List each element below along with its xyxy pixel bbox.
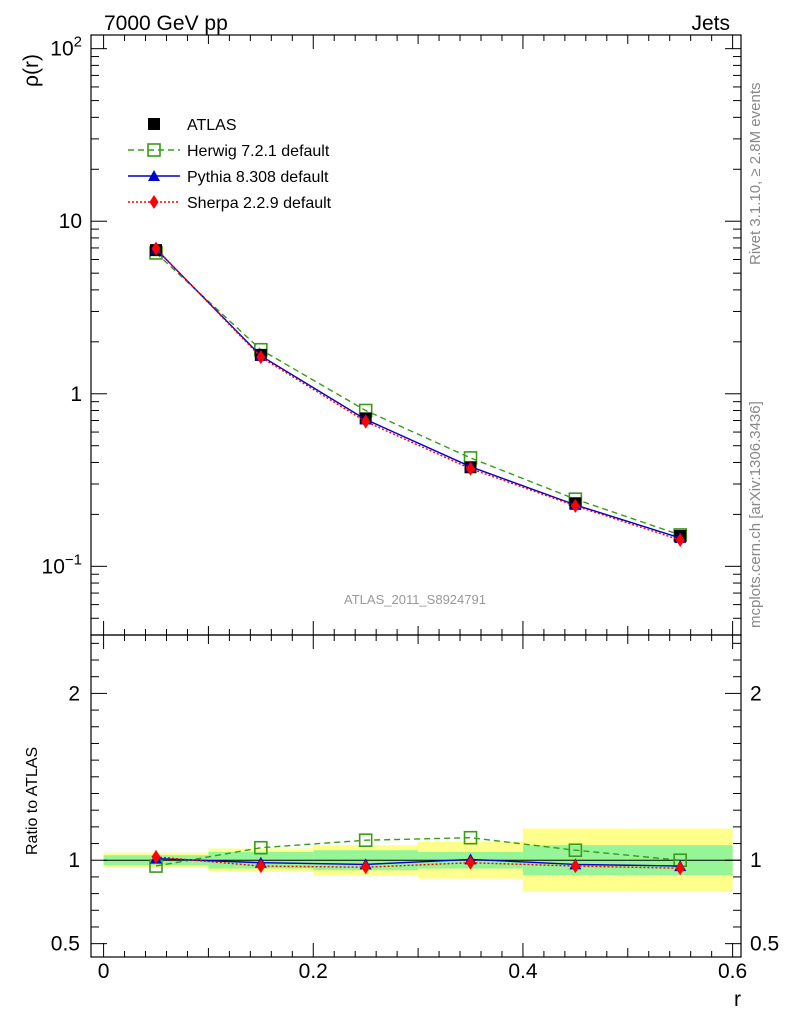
x-tick-label: 0 [98, 960, 110, 983]
legend-marker-atlas [148, 118, 160, 130]
legend-marker-sherpa [149, 195, 159, 209]
ratio-herwig-point [463, 830, 478, 845]
legend-marker-pythia [148, 170, 160, 181]
ratio-herwig-point [568, 843, 583, 858]
sherpa-data-point [256, 350, 266, 365]
main-y-axis-label: ρ(r) [20, 54, 43, 87]
ratio-y-tick-label: 2 [68, 682, 80, 705]
rivet-version-text: Rivet 3.1.10, ≥ 2.8M events [747, 83, 764, 266]
main-series [149, 241, 687, 548]
x-tick-label: 0.2 [299, 960, 328, 983]
legend-marker-herwig [147, 143, 161, 157]
ratio-y-tick-label-right: 0.5 [750, 933, 779, 956]
herwig-series-line [155, 252, 681, 536]
legend-label-atlas: ATLAS [187, 117, 237, 134]
sherpa-data-point [570, 498, 580, 513]
main-y-tick-label: 10 [59, 210, 82, 233]
sherpa-data-point [675, 533, 685, 548]
ratio-herwig-line [155, 837, 681, 867]
sherpa-series-line [155, 248, 681, 541]
ratio-y-tick-label: 0.5 [51, 933, 80, 956]
analysis-watermark: ATLAS_2011_S8924791 [344, 592, 486, 607]
ratio-sherpa-point [361, 860, 371, 875]
ratio-sherpa-point [675, 861, 685, 876]
ratio-plot-frame [90, 634, 742, 958]
header-left: 7000 GeV pp [104, 12, 228, 35]
ratio-y-tick-label-right: 2 [750, 682, 762, 705]
main-panel: ATLAS_2011_S8924791 10−1 1 10 102 ρ(r) ATLA… [20, 34, 742, 636]
ratio-series [149, 830, 687, 876]
mcplots-reference-text: mcplots.cern.ch [arXiv:1306.3436] [747, 401, 764, 628]
x-axis-label: r [734, 988, 741, 1011]
main-axis-ticks: 10−1 1 10 102 [42, 34, 741, 636]
ratio-sherpa-point [256, 859, 266, 874]
x-tick-label: 0.6 [718, 960, 747, 983]
ratio-y-tick-label-right: 1 [750, 849, 762, 872]
legend-label-pythia: Pythia 8.308 default [187, 169, 329, 186]
pythia-series-line [155, 248, 681, 539]
sherpa-data-point [466, 461, 476, 476]
legend-label-herwig: Herwig 7.2.1 default [187, 143, 330, 160]
ratio-y-axis-label: Ratio to ATLAS [24, 747, 41, 855]
main-y-tick-label: 1 [70, 383, 82, 406]
header-right: Jets [691, 12, 730, 35]
sherpa-data-point [151, 241, 161, 256]
sherpa-data-point [361, 414, 371, 429]
ratio-sherpa-line [155, 856, 681, 869]
ratio-herwig-point [254, 840, 268, 855]
ratio-herwig-point [358, 833, 373, 848]
ratio-sherpa-point [151, 849, 161, 864]
ratio-sherpa-point [570, 859, 580, 874]
ratio-axis-ticks: 0.5 0.5 1 1 2 2 0 0.2 0.4 0.6 [51, 635, 779, 983]
legend: ATLAS Herwig 7.2.1 default Pythia 8.308 de… [128, 117, 332, 212]
main-y-tick-label: 102 [50, 34, 82, 61]
legend-label-sherpa: Sherpa 2.2.9 default [187, 195, 332, 212]
ratio-sherpa-point [466, 855, 476, 870]
ratio-pythia-line [155, 857, 681, 867]
x-tick-label: 0.4 [508, 960, 538, 983]
main-y-tick-label: 10−1 [42, 551, 82, 578]
ratio-y-tick-label: 1 [68, 849, 80, 872]
ratio-panel: 0.5 0.5 1 1 2 2 0 0.2 0.4 0.6 Ratio to ATLAS r [24, 634, 779, 1011]
